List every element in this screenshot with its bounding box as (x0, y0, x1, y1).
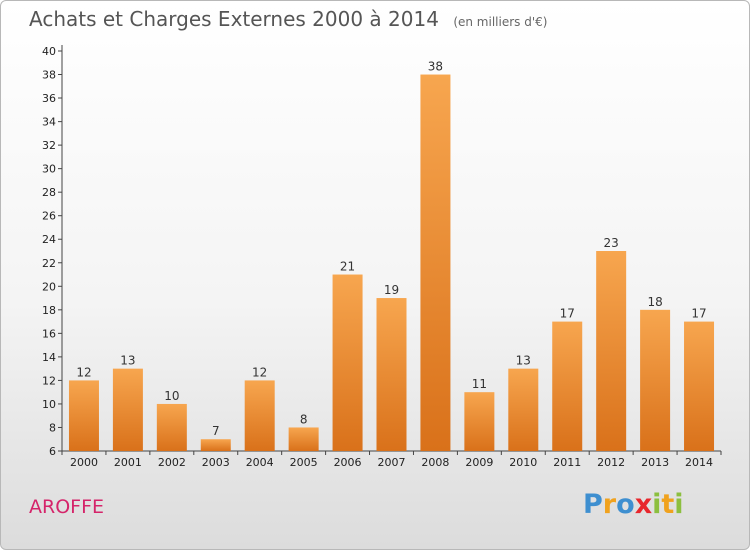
bar (68, 380, 99, 451)
data-label: 18 (647, 295, 662, 309)
chart-title: Achats et Charges Externes 2000 à 2014 (… (29, 7, 547, 31)
y-tick-label: 30 (42, 163, 56, 176)
x-tick-label: 2012 (597, 456, 625, 469)
y-tick-label: 10 (42, 398, 56, 411)
logo-letter: i (652, 489, 662, 520)
y-tick-label: 32 (42, 139, 56, 152)
bar (200, 439, 231, 451)
x-tick-label: 2000 (70, 456, 98, 469)
logo-letter: r (602, 489, 617, 520)
x-tick-label: 2013 (641, 456, 669, 469)
y-tick-label: 36 (42, 92, 56, 105)
y-tick-label: 34 (42, 116, 56, 129)
y-tick-label: 14 (42, 351, 56, 364)
y-tick-label: 16 (42, 327, 56, 340)
x-tick-label: 2010 (509, 456, 537, 469)
x-tick-label: 2011 (553, 456, 581, 469)
x-tick-label: 2001 (114, 456, 142, 469)
x-tick-label: 2002 (158, 456, 186, 469)
logo-letter: o (616, 489, 635, 520)
logo-letter: t (661, 489, 675, 520)
y-tick-label: 12 (42, 374, 56, 387)
data-label: 12 (252, 365, 267, 379)
x-tick-label: 2005 (290, 456, 318, 469)
x-tick-label: 2006 (334, 456, 362, 469)
chart-bars (68, 74, 715, 451)
x-tick-label: 2007 (378, 456, 406, 469)
bar (596, 251, 627, 451)
y-tick-label: 6 (49, 445, 56, 458)
data-label: 23 (604, 236, 619, 250)
bar (420, 74, 451, 451)
y-tick-label: 28 (42, 186, 56, 199)
chart-labels: 2000 12 2001 13 2002 10 2003 7 2004 12 2005 8 2006 21… (70, 60, 713, 469)
bar (508, 368, 539, 451)
bar (640, 309, 671, 451)
bar (156, 403, 187, 451)
proxiti-logo[interactable]: Proxiti (583, 489, 684, 520)
data-label: 19 (384, 283, 399, 297)
data-label: 8 (300, 412, 308, 426)
bar (244, 380, 275, 451)
x-tick-label: 2004 (246, 456, 274, 469)
y-tick-label: 40 (42, 45, 56, 58)
x-tick-label: 2003 (202, 456, 230, 469)
data-label: 17 (691, 307, 706, 321)
y-tick-label: 18 (42, 304, 56, 317)
data-label: 13 (516, 354, 531, 368)
chart-unit: (en milliers d'€) (453, 15, 548, 29)
logo-letter: x (634, 489, 653, 520)
y-tick-label: 26 (42, 210, 56, 223)
data-label: 13 (120, 354, 135, 368)
x-tick-label: 2008 (421, 456, 449, 469)
bar (288, 427, 319, 451)
data-label: 17 (560, 307, 575, 321)
data-label: 21 (340, 260, 355, 274)
bar (464, 392, 495, 451)
data-label: 11 (472, 377, 487, 391)
chart-title-text: Achats et Charges Externes 2000 à 2014 (29, 7, 439, 31)
bar (552, 321, 583, 451)
x-tick-label: 2009 (465, 456, 493, 469)
y-tick-label: 22 (42, 257, 56, 270)
y-tick-label: 8 (49, 421, 56, 434)
bar (332, 274, 363, 451)
bar (376, 298, 407, 451)
y-tick-label: 38 (42, 69, 56, 82)
logo-letter: i (674, 489, 684, 520)
data-label: 10 (164, 389, 179, 403)
commune-name: AROFFE (29, 496, 105, 518)
x-tick-label: 2014 (685, 456, 713, 469)
y-tick-label: 24 (42, 233, 56, 246)
data-label: 12 (76, 365, 91, 379)
bar (112, 368, 143, 451)
logo-letter: P (583, 489, 603, 520)
bar (684, 321, 715, 451)
y-tick-label: 20 (42, 280, 56, 293)
data-label: 38 (428, 60, 443, 74)
data-label: 7 (212, 424, 220, 438)
chart-axes: 6 8 10 12 14 16 18 20 22 24 26 28 30 32 34 36 38 40 (42, 45, 722, 458)
